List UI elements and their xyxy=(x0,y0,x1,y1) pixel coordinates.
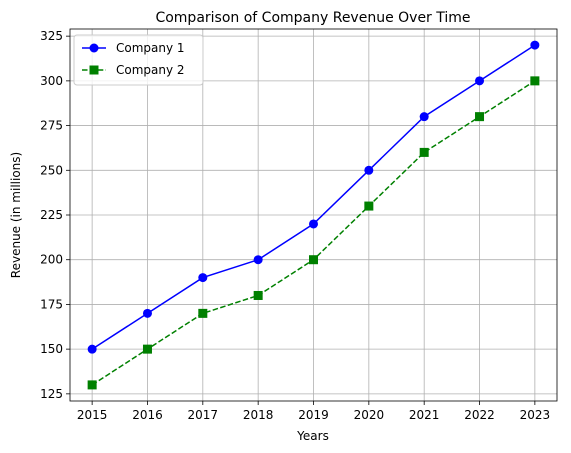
legend-box xyxy=(73,34,204,86)
x-tick-label: 2018 xyxy=(243,408,274,422)
grid-lines xyxy=(70,29,557,401)
data-point-company-2 xyxy=(253,290,263,300)
data-point-company-2 xyxy=(419,147,429,157)
data-point-company-2 xyxy=(475,112,485,122)
data-point-company-1 xyxy=(142,308,152,318)
chart-title: Comparison of Company Revenue Over Time xyxy=(155,10,470,26)
data-point-company-1 xyxy=(253,255,263,265)
data-point-company-1 xyxy=(198,273,208,283)
data-point-company-2 xyxy=(87,380,97,390)
x-tick-label: 2016 xyxy=(132,408,163,422)
data-point-company-1 xyxy=(419,112,429,122)
series-layer xyxy=(87,40,540,390)
legend-marker-company-1 xyxy=(89,43,99,53)
y-tick-label: 200 xyxy=(40,253,63,267)
data-point-company-2 xyxy=(309,255,318,265)
x-tick-label: 2019 xyxy=(298,408,329,422)
data-point-company-2 xyxy=(530,76,540,86)
y-tick-label: 300 xyxy=(40,74,63,88)
x-tick-label: 2017 xyxy=(188,408,219,422)
data-point-company-2 xyxy=(364,201,374,211)
y-tick-label: 250 xyxy=(40,163,63,177)
y-tick-label: 225 xyxy=(40,208,63,222)
x-axis-label: Years xyxy=(296,429,329,443)
legend-marker-company-2 xyxy=(89,65,99,75)
y-tick-label: 275 xyxy=(40,119,63,133)
y-tick-label: 150 xyxy=(40,342,63,356)
legend: Company 1 Company 2 xyxy=(73,34,204,86)
x-tick-label: 2022 xyxy=(464,408,495,422)
data-point-company-2 xyxy=(142,344,152,354)
x-tick-label: 2020 xyxy=(354,408,385,422)
x-tick-label: 2015 xyxy=(77,408,108,422)
data-point-company-1 xyxy=(87,344,97,354)
data-point-company-1 xyxy=(475,76,485,86)
legend-label-company-1: Company 1 xyxy=(116,41,185,55)
y-tick-label: 125 xyxy=(40,387,63,401)
x-tick-label: 2021 xyxy=(409,408,440,422)
y-axis-label: Revenue (in millions) xyxy=(9,152,23,278)
x-tick-label: 2023 xyxy=(520,408,551,422)
axis-ticks: 2015 2016 2017 2018 2019 2020 2021 2022 2023 125 1… xyxy=(40,29,550,422)
data-point-company-1 xyxy=(530,40,540,50)
data-point-company-2 xyxy=(198,308,208,318)
legend-label-company-2: Company 2 xyxy=(116,63,185,77)
data-point-company-1 xyxy=(364,165,374,175)
y-tick-label: 325 xyxy=(40,29,63,43)
data-point-company-1 xyxy=(309,219,318,229)
y-tick-label: 175 xyxy=(40,297,63,311)
